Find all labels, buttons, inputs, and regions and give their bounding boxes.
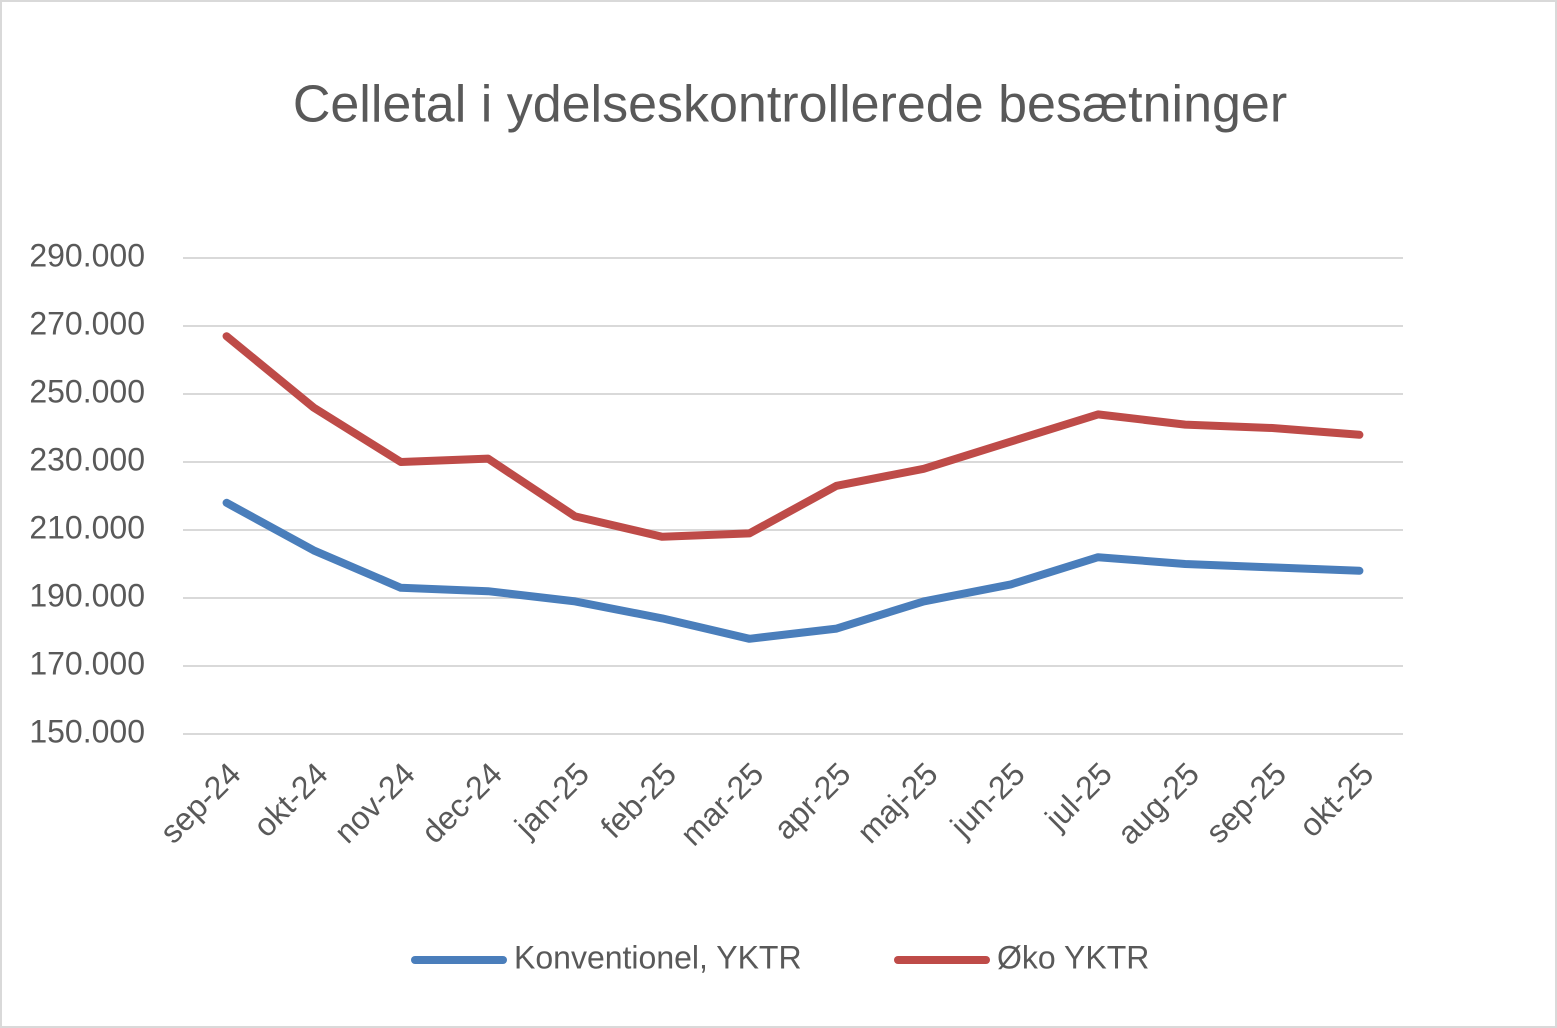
series-line <box>222 498 1364 643</box>
y-tick-label: 270.000 <box>29 305 145 341</box>
y-tick-label: 170.000 <box>29 645 145 681</box>
y-tick-label: 210.000 <box>29 509 145 545</box>
y-tick-label: 150.000 <box>29 713 145 749</box>
legend-label: Konventionel, YKTR <box>514 939 802 975</box>
chart-title: Celletal i ydelseskontrollerede besætnin… <box>293 76 1287 134</box>
y-tick-label: 190.000 <box>29 577 145 613</box>
y-tick-label: 250.000 <box>29 373 145 409</box>
y-tick-label: 230.000 <box>29 441 145 477</box>
series-line <box>222 332 1364 541</box>
y-tick-label: 290.000 <box>29 237 145 273</box>
legend-label: Øko YKTR <box>997 939 1149 975</box>
